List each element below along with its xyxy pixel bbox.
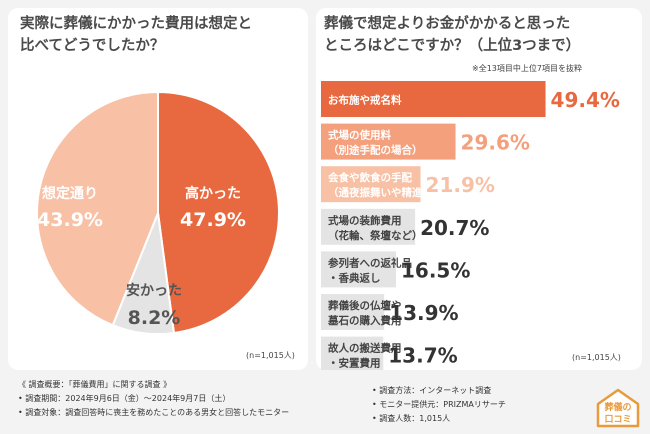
bar-value-label: 21.9% — [426, 173, 495, 197]
logo-line2: 口コミ — [604, 414, 631, 425]
bar — [321, 166, 421, 203]
right-title-line1: 葬儀で想定よりお金がかかると思った — [324, 16, 571, 32]
survey-overview: 《 調査概要：「葬儀費用」に関する調査 》 • 調査期間：2024年9月6日（金… — [18, 378, 289, 420]
bar-category-label: 式場の装飾費用 — [328, 214, 402, 227]
bar-category-label: 故人の搬送費用 — [328, 342, 402, 355]
bar-value-label: 20.7% — [420, 216, 489, 240]
bar-category-label: ・安置費用 — [328, 357, 381, 370]
left-sample-note: (n=1,015人) — [246, 351, 295, 360]
right-subnote: ※全13項目中上位7項目を抜粋 — [472, 64, 582, 73]
footer-right-line: • モニター提供元：PRIZMAリサーチ — [372, 400, 506, 409]
bar-category-label: （別途手配の場合） — [328, 144, 423, 157]
bar — [321, 336, 384, 370]
footer-right-line: • 調査方法：インターネット調査 — [372, 386, 492, 395]
right-title-line2: ところはどこですか？（上位3つまで） — [324, 38, 581, 54]
slice-value-label: 47.9% — [180, 209, 246, 231]
bar-value-label: 13.7% — [388, 344, 457, 368]
footer-left-line: 《 調査概要：「葬儀費用」に関する調査 》 — [18, 380, 172, 389]
bar-value-label: 16.5% — [401, 258, 470, 282]
bar — [321, 294, 385, 330]
slice-value-label: 43.9% — [37, 209, 103, 231]
right-panel: 葬儀で想定よりお金がかかると思った ところはどこですか？（上位3つまで） ※全1… — [316, 8, 642, 370]
brand-logo: 葬儀の 口コミ — [596, 388, 640, 428]
bar-value-label: 49.4% — [551, 88, 620, 112]
bar-category-label: 式場の使用料 — [328, 129, 391, 142]
right-sample-note: (n=1,015人) — [572, 353, 621, 362]
pie-slice — [157, 90, 280, 335]
bar — [321, 208, 416, 245]
bar-category-label: 会食や飲食の手配 — [328, 171, 412, 184]
bar — [321, 81, 546, 117]
right-panel-title: 葬儀で想定よりお金がかかると思った ところはどこですか？（上位3つまで） — [324, 13, 580, 57]
slice-label: 想定通り — [41, 185, 98, 202]
bar-category-label: 墓石の購入費用 — [327, 314, 402, 327]
slice-label: 安かった — [126, 282, 182, 299]
bar-category-label: （花輪、祭壇など） — [328, 229, 423, 242]
pie-slice — [36, 90, 159, 327]
slice-label: 高かった — [185, 185, 241, 202]
footer-right-line: • 調査人数：1,015人 — [372, 414, 451, 423]
left-panel: 実際に葬儀にかかった費用は想定と 比べてどうでしたか？ 高かった 47.9% 安かっ… — [8, 8, 308, 370]
bar-category-label: 参列者への返礼品 — [328, 256, 412, 269]
footer-left-line: • 調査期間：2024年9月6日（金）～2024年9月7日（土） — [18, 394, 231, 403]
bar-value-label: 13.9% — [389, 301, 458, 325]
footer-left-line: • 調査対象：調査回答時に喪主を務めたことのある男女と回答したモニター — [18, 408, 290, 417]
bar-category-label: （通夜振舞いや精進落としなど） — [328, 186, 486, 199]
survey-method: • 調査方法：インターネット調査 • モニター提供元：PRIZMAリサーチ • … — [372, 384, 506, 426]
bar-category-label: お布施や戒名料 — [328, 94, 402, 107]
left-title-line1: 実際に葬儀にかかった費用は想定と — [20, 16, 252, 32]
bar-chart: お布施や戒名料 49.4% 式場の使用料 （別途手配の場合） 29.6% 会食や飲食の手配… — [321, 81, 620, 370]
slice-value-label: 8.2% — [128, 307, 181, 329]
bar — [321, 123, 456, 160]
logo-line1: 葬儀の — [604, 401, 631, 413]
bar-value-label: 29.6% — [461, 131, 530, 155]
bar-category-label: ・香典返し — [328, 271, 381, 284]
bar — [321, 251, 396, 288]
left-title-line2: 比べてどうでしたか？ — [20, 38, 165, 54]
left-panel-title: 実際に葬儀にかかった費用は想定と 比べてどうでしたか？ — [20, 13, 252, 57]
bar-category-label: 葬儀後の仏壇や — [327, 299, 402, 312]
pie-chart: 高かった 47.9% 安かった 8.2% 想定通り 43.9% — [36, 90, 280, 335]
